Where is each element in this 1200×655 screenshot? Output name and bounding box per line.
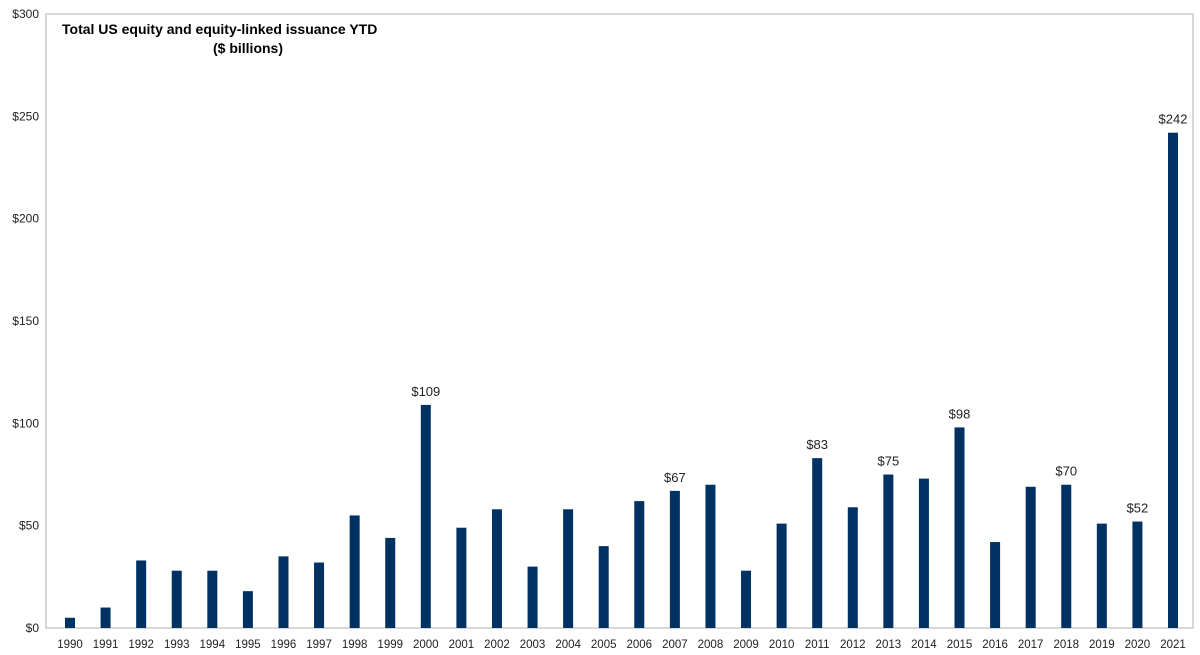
bar-2004 — [563, 509, 574, 628]
x-tick-label: 2005 — [591, 639, 617, 651]
bar-1993 — [171, 570, 182, 628]
bar-2014 — [918, 478, 929, 628]
bar-2008 — [705, 484, 716, 628]
bar-1998 — [349, 515, 360, 628]
bar-2012 — [847, 507, 858, 628]
x-tick-label: 2010 — [769, 639, 795, 651]
data-label-2015: $98 — [949, 406, 971, 421]
bar-2015 — [954, 427, 965, 628]
chart-subtitle: ($ billions) — [213, 40, 283, 56]
x-tick-label: 2000 — [413, 639, 439, 651]
bar-2009 — [741, 570, 752, 628]
data-label-2007: $67 — [664, 470, 686, 485]
y-tick-label: $300 — [12, 7, 39, 21]
bar-2011 — [812, 458, 823, 628]
chart-title: Total US equity and equity-linked issuan… — [62, 21, 377, 37]
x-tick-label: 1993 — [164, 639, 190, 651]
y-tick-label: $150 — [12, 314, 39, 328]
y-tick-label: $50 — [19, 519, 39, 533]
bar-1995 — [242, 591, 253, 628]
bar-1994 — [207, 570, 218, 628]
x-tick-label: 2020 — [1125, 639, 1151, 651]
bar-2013 — [883, 474, 894, 628]
y-tick-label: $100 — [12, 416, 39, 430]
x-tick-label: 2004 — [555, 639, 581, 651]
x-tick-label: 2009 — [733, 639, 759, 651]
y-tick-label: $200 — [12, 212, 39, 226]
y-tick-label: $0 — [26, 621, 40, 635]
x-tick-label: 2001 — [449, 639, 475, 651]
x-tick-label: 1994 — [200, 639, 226, 651]
x-tick-label: 2015 — [947, 639, 973, 651]
bar-1992 — [136, 560, 147, 628]
x-axis: 1990 1991 1992 1993 1994 1995 1996 1997 1998 1999… — [57, 639, 1186, 651]
x-tick-label: 2006 — [626, 639, 652, 651]
bar-2000 — [420, 404, 431, 628]
bar-1991 — [100, 607, 111, 628]
data-label-2000: $109 — [411, 384, 440, 399]
bar-2017 — [1025, 486, 1036, 628]
x-tick-label: 2003 — [520, 639, 546, 651]
x-tick-label: 1996 — [271, 639, 297, 651]
bar-1990 — [65, 617, 75, 628]
bar-1996 — [278, 556, 289, 628]
x-tick-label: 1991 — [93, 639, 119, 651]
bar-2016 — [990, 542, 1001, 628]
x-tick-label: 1990 — [57, 639, 83, 651]
data-label-2020: $52 — [1127, 501, 1149, 516]
x-tick-label: 2013 — [876, 639, 902, 651]
bar-1997 — [314, 562, 325, 628]
x-tick-label: 2007 — [662, 639, 688, 651]
x-tick-label: 2017 — [1018, 639, 1044, 651]
bar-2003 — [527, 566, 538, 628]
x-tick-label: 1998 — [342, 639, 368, 651]
x-tick-label: 2016 — [982, 639, 1008, 651]
bars — [65, 132, 1178, 628]
x-tick-label: 2021 — [1160, 639, 1186, 651]
bar-2005 — [598, 546, 609, 628]
x-tick-label: 2018 — [1053, 639, 1079, 651]
bar-1999 — [385, 537, 396, 628]
x-tick-label: 2012 — [840, 639, 866, 651]
data-label-2013: $75 — [878, 454, 900, 469]
x-tick-label: 2014 — [911, 639, 937, 651]
bar-2021 — [1168, 132, 1178, 628]
x-tick-label: 1999 — [377, 639, 403, 651]
data-label-2021: $242 — [1159, 112, 1188, 127]
bar-2018 — [1061, 484, 1072, 628]
bar-2010 — [776, 523, 787, 628]
x-tick-label: 1992 — [128, 639, 154, 651]
bar-2006 — [634, 501, 645, 628]
bar-2019 — [1096, 523, 1107, 628]
x-tick-label: 2011 — [805, 639, 830, 651]
x-tick-label: 1997 — [306, 639, 332, 651]
bar-2007 — [669, 490, 680, 628]
x-tick-label: 2008 — [698, 639, 724, 651]
x-tick-label: 1995 — [235, 639, 261, 651]
y-tick-label: $250 — [12, 109, 39, 123]
bar-2020 — [1132, 521, 1143, 628]
data-label-2018: $70 — [1055, 464, 1077, 479]
data-label-2011: $83 — [806, 437, 828, 452]
x-tick-label: 2019 — [1089, 639, 1115, 651]
data-labels: $109 $67 $83 $75 $98 $70 $52 $242 — [411, 112, 1187, 516]
y-axis: $0 $50 $100 $150 $200 $250 $300 — [12, 7, 39, 635]
x-tick-label: 2002 — [484, 639, 510, 651]
bar-2001 — [456, 527, 467, 628]
plot-frame — [45, 13, 1194, 629]
bar-2002 — [491, 509, 502, 628]
